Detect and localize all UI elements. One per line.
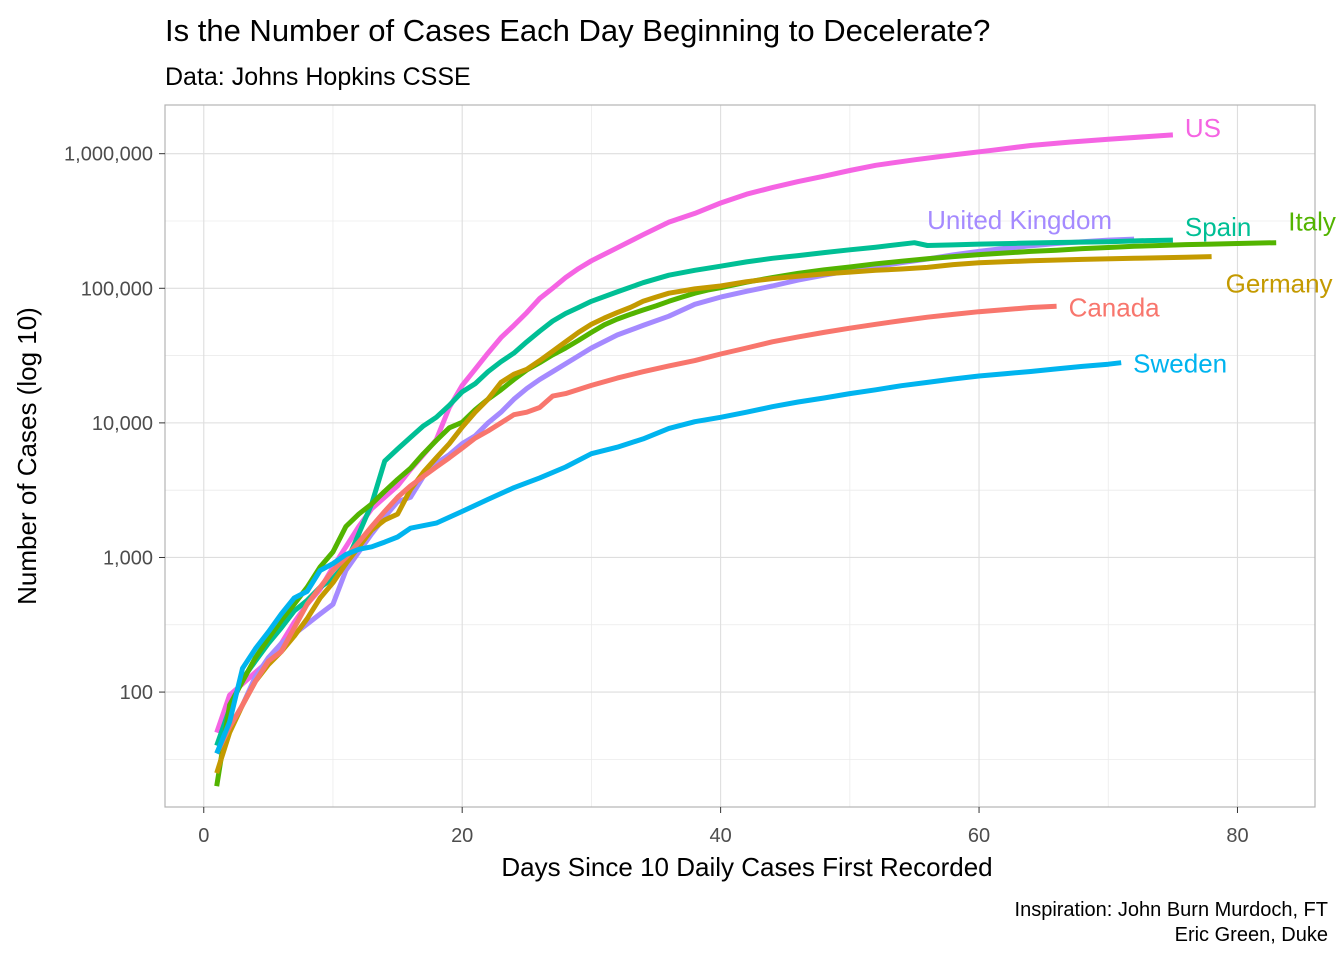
series-label-spain: Spain [1185, 212, 1252, 242]
x-axis-ticks: 0 20 40 60 80 [198, 807, 1249, 847]
series-line-italy [214, 240, 1277, 787]
chart-title: Is the Number of Cases Each Day Beginnin… [165, 13, 990, 48]
y-tick-label: 1,000,000 [64, 144, 153, 166]
series-label-us: US [1185, 113, 1221, 143]
series-line-united-kingdom [214, 236, 1135, 748]
y-tick-label: 1,000 [103, 547, 153, 569]
series-labels: US United Kingdom Spain Italy Germany Canada S… [927, 113, 1336, 379]
plot-panel-border [164, 104, 1316, 808]
y-tick-label: 100,000 [81, 278, 153, 300]
x-axis-title: Days Since 10 Daily Cases First Recorded [501, 852, 992, 882]
x-tick-label: 40 [709, 825, 731, 847]
series-label-germany: Germany [1226, 269, 1333, 299]
x-tick-label: 20 [451, 825, 473, 847]
y-axis-title: Number of Cases (log 10) [12, 307, 42, 605]
series-label-sweden: Sweden [1133, 349, 1227, 379]
series-line-germany [214, 254, 1212, 774]
series-lines [214, 132, 1277, 787]
series-line-sweden [214, 360, 1122, 755]
x-tick-label: 80 [1226, 825, 1248, 847]
y-tick-label: 100 [120, 682, 153, 704]
y-tick-label: 10,000 [92, 413, 153, 435]
series-label-united-kingdom: United Kingdom [927, 205, 1112, 235]
caption-line-1: Inspiration: John Burn Murdoch, FT [1015, 899, 1328, 921]
chart-subtitle: Data: Johns Hopkins CSSE [165, 63, 471, 91]
x-tick-label: 0 [198, 825, 209, 847]
series-line-canada [214, 303, 1057, 755]
series-line-spain [214, 237, 1173, 747]
caption-line-2: Eric Green, Duke [1175, 924, 1328, 946]
gridlines [165, 105, 1315, 807]
y-axis-ticks: 100 1,000 10,000 100,000 1,000,000 [64, 144, 165, 704]
series-label-italy: Italy [1288, 207, 1336, 237]
x-tick-label: 60 [968, 825, 990, 847]
series-label-canada: Canada [1069, 292, 1161, 322]
